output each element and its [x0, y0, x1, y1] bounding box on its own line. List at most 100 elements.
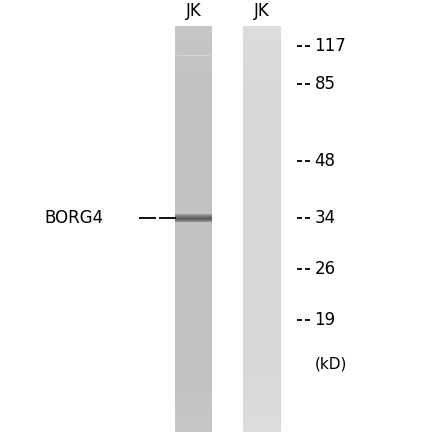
- Bar: [175, 229, 213, 232]
- Bar: [243, 355, 281, 357]
- Bar: [175, 61, 213, 63]
- Bar: [175, 235, 213, 237]
- Bar: [175, 150, 213, 152]
- Bar: [243, 219, 281, 221]
- Bar: [243, 41, 281, 43]
- Bar: [175, 81, 213, 83]
- Bar: [175, 256, 213, 258]
- Bar: [175, 331, 213, 333]
- Bar: [243, 63, 281, 65]
- Bar: [175, 426, 213, 428]
- Bar: [175, 292, 213, 294]
- Bar: [175, 105, 213, 108]
- Bar: [175, 264, 213, 266]
- Bar: [175, 175, 213, 176]
- Bar: [243, 298, 281, 300]
- Bar: [175, 430, 213, 432]
- Bar: [175, 361, 213, 363]
- Bar: [243, 150, 281, 152]
- Bar: [175, 310, 213, 313]
- Bar: [243, 339, 281, 341]
- Bar: [243, 138, 281, 140]
- Bar: [175, 118, 213, 120]
- Bar: [175, 227, 213, 229]
- Bar: [175, 114, 213, 116]
- Bar: [175, 191, 213, 193]
- Text: BORG4: BORG4: [44, 209, 103, 227]
- Bar: [175, 412, 213, 414]
- Bar: [243, 221, 281, 223]
- Bar: [175, 152, 213, 154]
- Text: 85: 85: [315, 75, 336, 93]
- Text: 19: 19: [315, 311, 336, 329]
- Bar: [243, 388, 281, 389]
- Bar: [243, 306, 281, 308]
- Bar: [175, 351, 213, 353]
- Bar: [175, 274, 213, 276]
- Bar: [243, 294, 281, 296]
- Bar: [175, 353, 213, 355]
- Bar: [175, 308, 213, 310]
- Bar: [243, 420, 281, 422]
- Bar: [243, 29, 281, 30]
- Bar: [243, 101, 281, 104]
- Bar: [243, 90, 281, 91]
- Bar: [175, 91, 213, 93]
- Bar: [243, 120, 281, 122]
- Bar: [177, 55, 210, 56]
- Bar: [243, 43, 281, 45]
- Bar: [243, 359, 281, 361]
- Bar: [243, 412, 281, 414]
- Bar: [243, 351, 281, 353]
- Text: 117: 117: [315, 37, 346, 55]
- Bar: [175, 284, 213, 286]
- Bar: [175, 116, 213, 118]
- Bar: [175, 110, 213, 112]
- Bar: [175, 388, 213, 389]
- Bar: [243, 246, 281, 247]
- Bar: [175, 195, 213, 197]
- Bar: [243, 116, 281, 118]
- Bar: [175, 268, 213, 270]
- Bar: [243, 55, 281, 57]
- Bar: [175, 233, 213, 235]
- Bar: [175, 325, 213, 327]
- Text: JK: JK: [186, 2, 202, 20]
- Bar: [175, 367, 213, 369]
- Bar: [175, 154, 213, 156]
- Bar: [175, 97, 213, 100]
- Bar: [243, 325, 281, 327]
- Bar: [175, 270, 213, 272]
- Bar: [243, 262, 281, 264]
- Bar: [243, 414, 281, 416]
- Bar: [175, 333, 213, 335]
- Bar: [175, 193, 213, 195]
- Bar: [243, 118, 281, 120]
- Bar: [243, 303, 281, 304]
- Bar: [175, 209, 213, 211]
- Bar: [175, 148, 213, 150]
- Bar: [175, 314, 213, 317]
- Bar: [243, 114, 281, 116]
- Bar: [243, 416, 281, 418]
- Bar: [243, 264, 281, 266]
- Bar: [243, 158, 281, 161]
- Bar: [243, 144, 281, 146]
- Bar: [243, 142, 281, 144]
- Bar: [243, 329, 281, 331]
- Bar: [175, 335, 213, 337]
- Bar: [243, 272, 281, 274]
- Bar: [243, 152, 281, 154]
- Bar: [175, 294, 213, 296]
- Bar: [243, 100, 281, 101]
- Bar: [243, 321, 281, 323]
- Bar: [175, 278, 213, 280]
- Text: JK: JK: [254, 2, 270, 20]
- Bar: [243, 34, 281, 37]
- Text: 26: 26: [315, 260, 336, 278]
- Bar: [243, 232, 281, 233]
- Bar: [175, 239, 213, 242]
- Bar: [175, 282, 213, 284]
- Bar: [175, 108, 213, 110]
- Bar: [243, 53, 281, 55]
